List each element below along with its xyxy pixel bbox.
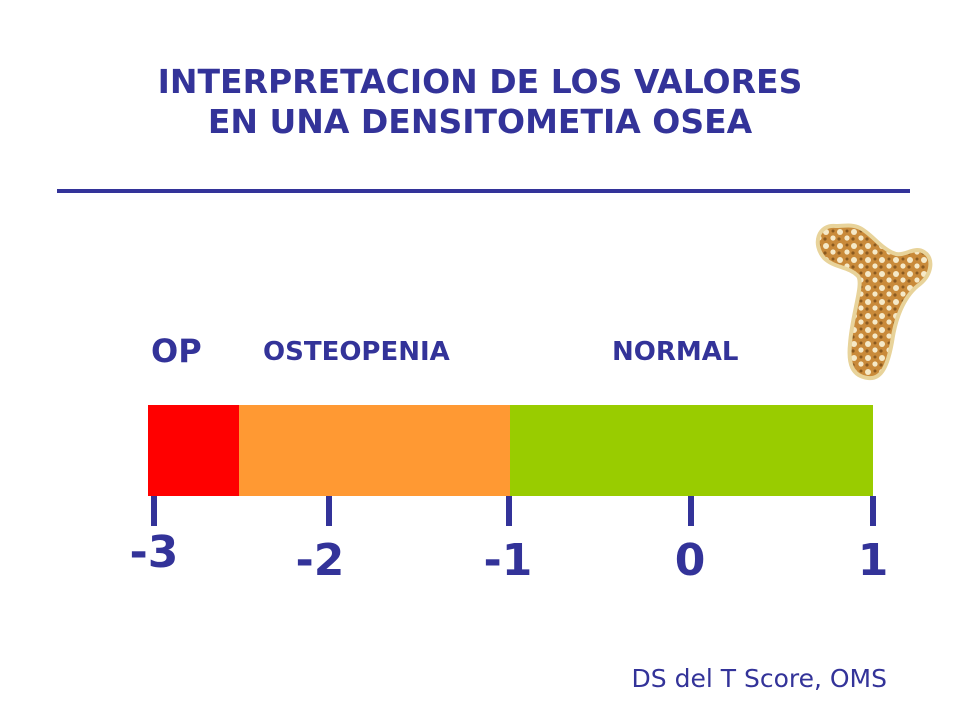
tick-label: -3: [129, 527, 179, 578]
tick-label: 1: [857, 535, 889, 586]
zone-label-osteopenia: OSTEOPENIA: [263, 337, 450, 367]
source-note: DS del T Score, OMS: [631, 664, 887, 693]
tick-label: -1: [483, 535, 533, 586]
tick-mark: [326, 496, 332, 526]
title-line-1: INTERPRETACION DE LOS VALORES: [157, 62, 803, 101]
femur-bone-icon: [815, 223, 933, 381]
tick-label: -2: [295, 535, 345, 586]
zone-bar-normal: [510, 405, 873, 496]
tick-mark: [870, 496, 876, 526]
tick-mark: [688, 496, 694, 526]
zone-label-normal: NORMAL: [612, 337, 739, 367]
tick-label: 0: [674, 535, 706, 586]
zone-bar-op: [148, 405, 239, 496]
tick-mark: [506, 496, 512, 526]
page-title: INTERPRETACION DE LOS VALORES EN UNA DEN…: [0, 62, 960, 142]
zone-bar-osteopenia: [239, 405, 510, 496]
tick-mark: [151, 496, 157, 526]
title-divider: [57, 189, 910, 193]
zone-label-op: OP: [151, 332, 202, 370]
title-line-2: EN UNA DENSITOMETIA OSEA: [207, 102, 753, 141]
